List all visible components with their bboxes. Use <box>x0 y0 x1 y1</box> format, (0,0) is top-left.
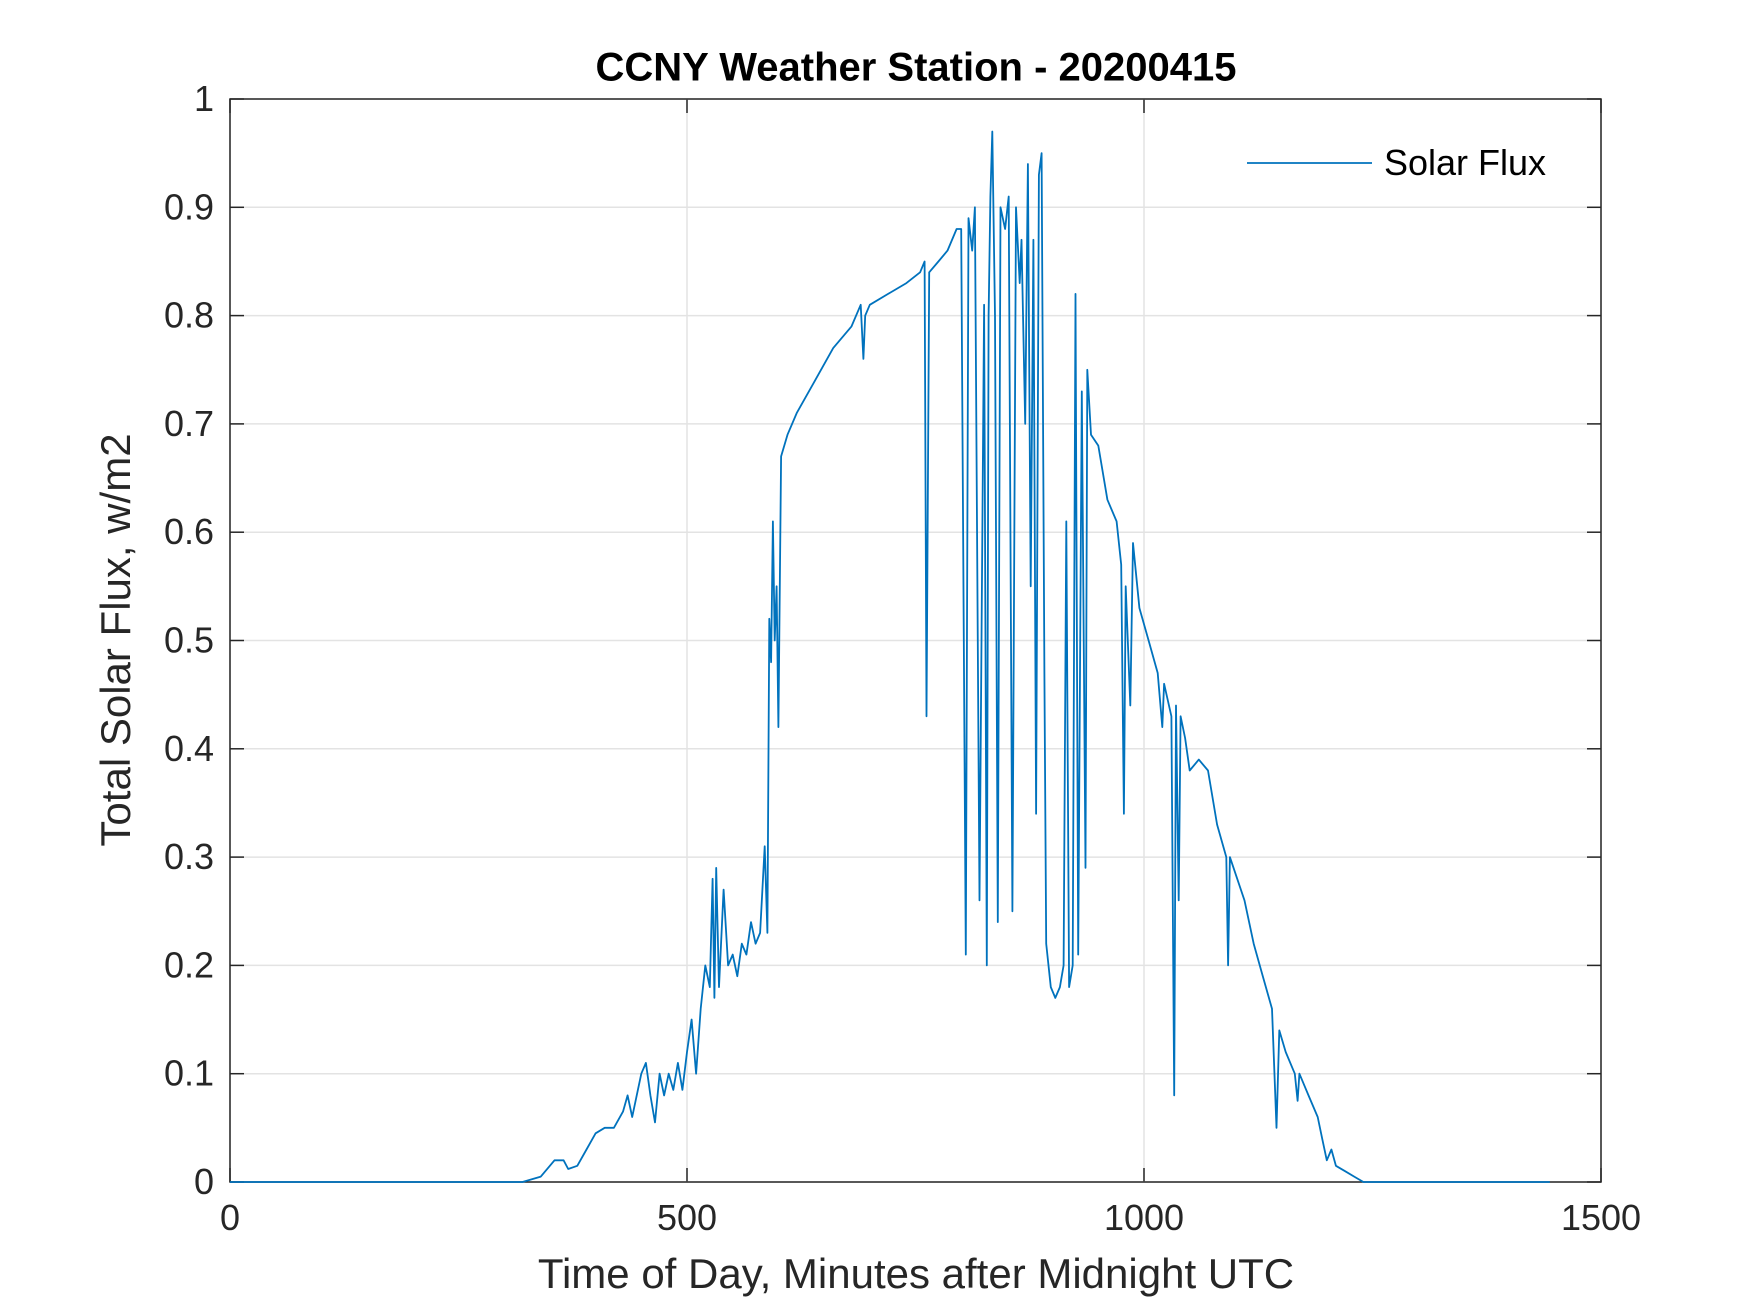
x-tick-label: 1000 <box>1104 1197 1184 1238</box>
y-tick-label: 0.5 <box>164 620 214 661</box>
y-tick-label: 0.6 <box>164 511 214 552</box>
y-tick-label: 1 <box>194 78 214 119</box>
x-axis-label: Time of Day, Minutes after Midnight UTC <box>538 1250 1294 1297</box>
x-tick-label: 1500 <box>1561 1197 1641 1238</box>
y-tick-label: 0.4 <box>164 728 214 769</box>
y-tick-label: 0.3 <box>164 836 214 877</box>
y-tick-label: 0.9 <box>164 186 214 227</box>
data-line <box>230 130 1550 1183</box>
x-tick-label: 500 <box>657 1197 717 1238</box>
y-tick-label: 0.1 <box>164 1053 214 1094</box>
legend-label: Solar Flux <box>1384 142 1546 183</box>
y-tick-label: 0.2 <box>164 944 214 985</box>
y-tick-label: 0.7 <box>164 403 214 444</box>
x-tick-label: 0 <box>220 1197 240 1238</box>
y-tick-label: 0 <box>194 1161 214 1202</box>
axes-box <box>229 98 1602 1183</box>
chart-title: CCNY Weather Station - 20200415 <box>596 46 1237 90</box>
y-axis-label: Total Solar Flux, w/m2 <box>92 433 139 846</box>
y-tick-label: 0.8 <box>164 295 214 336</box>
